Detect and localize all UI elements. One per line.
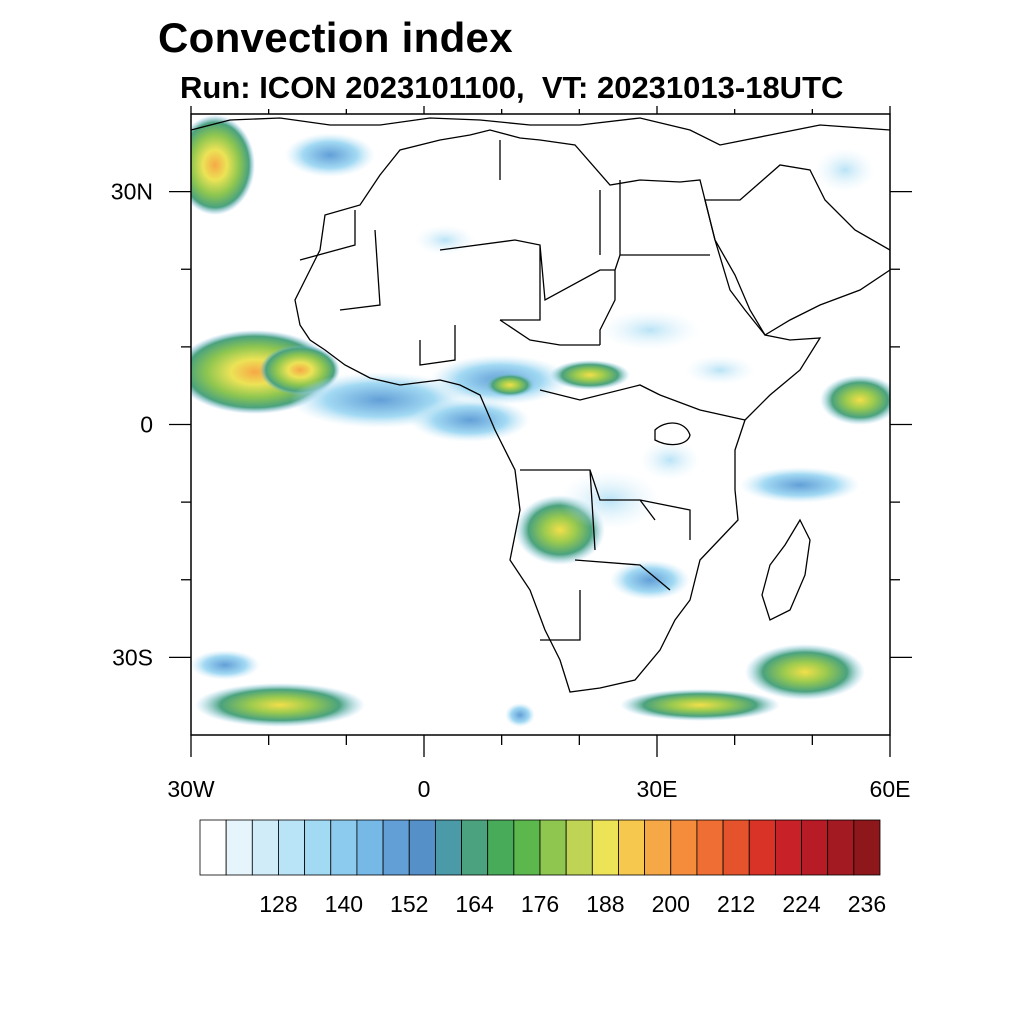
- lon-tick-label: 0: [418, 776, 431, 802]
- madagascar: [761, 518, 811, 621]
- axis-ticks: 30W 0 30E 60E 30N 0 30S: [111, 106, 912, 802]
- colorbar-swatch: [461, 819, 489, 876]
- lat-tick-label: 30N: [111, 179, 153, 205]
- colorbar-swatch: [696, 819, 724, 876]
- colorbar-swatch: [199, 819, 227, 876]
- colorbar-label: 212: [717, 891, 755, 917]
- colorbar-swatch: [565, 819, 593, 876]
- colorbar-swatch: [618, 819, 646, 876]
- colorbar-label: 140: [325, 891, 363, 917]
- colorbar: 128 140 152 164 176 188 200 212 224 236: [199, 819, 886, 917]
- colorbar-swatch: [853, 819, 881, 876]
- colorbar-swatch: [722, 819, 750, 876]
- map-subtitle: Run: ICON 2023101100, VT: 20231013-18UTC: [180, 70, 844, 105]
- colorbar-swatch: [827, 819, 855, 876]
- arabian-peninsula: [704, 164, 890, 336]
- colorbar-label: 128: [259, 891, 297, 917]
- colorbar-label: 152: [390, 891, 428, 917]
- colorbar-swatch: [670, 819, 698, 876]
- colorbar-swatch: [748, 819, 776, 876]
- colorbar-swatch: [591, 819, 619, 876]
- colorbar-label: 188: [586, 891, 624, 917]
- colorbar-label: 176: [521, 891, 559, 917]
- lon-tick-label: 60E: [870, 776, 911, 802]
- lat-tick-label: 30S: [112, 644, 153, 670]
- mediterranean-north: [191, 117, 890, 146]
- colorbar-swatch: [356, 819, 384, 876]
- colorbar-swatch: [225, 819, 253, 876]
- map-frame: [190, 113, 891, 736]
- colorbar-label: 224: [782, 891, 821, 917]
- africa-coastline: [294, 129, 822, 693]
- colorbar-label: 236: [848, 891, 886, 917]
- colorbar-swatch: [801, 819, 829, 876]
- colorbar-swatch: [539, 819, 567, 876]
- map-title: Convection index: [158, 14, 513, 61]
- lon-tick-label: 30W: [167, 776, 215, 802]
- colorbar-label: 164: [455, 891, 494, 917]
- colorbar-swatch: [251, 819, 279, 876]
- border-lines: [299, 140, 746, 641]
- lon-tick-label: 30E: [637, 776, 678, 802]
- colorbar-swatch: [487, 819, 515, 876]
- colorbar-swatch: [513, 819, 541, 876]
- colorbar-swatch: [408, 819, 436, 876]
- colorbar-swatch: [434, 819, 462, 876]
- coastlines-borders: [191, 117, 890, 693]
- colorbar-swatch: [304, 819, 332, 876]
- colorbar-swatch: [774, 819, 802, 876]
- convection-field: [191, 115, 890, 727]
- lake-victoria: [654, 422, 691, 446]
- colorbar-swatch: [644, 819, 672, 876]
- colorbar-swatch: [382, 819, 410, 876]
- colorbar-swatch: [278, 819, 306, 876]
- colorbar-swatch: [330, 819, 358, 876]
- colorbar-label: 200: [652, 891, 690, 917]
- lat-tick-label: 0: [140, 412, 153, 438]
